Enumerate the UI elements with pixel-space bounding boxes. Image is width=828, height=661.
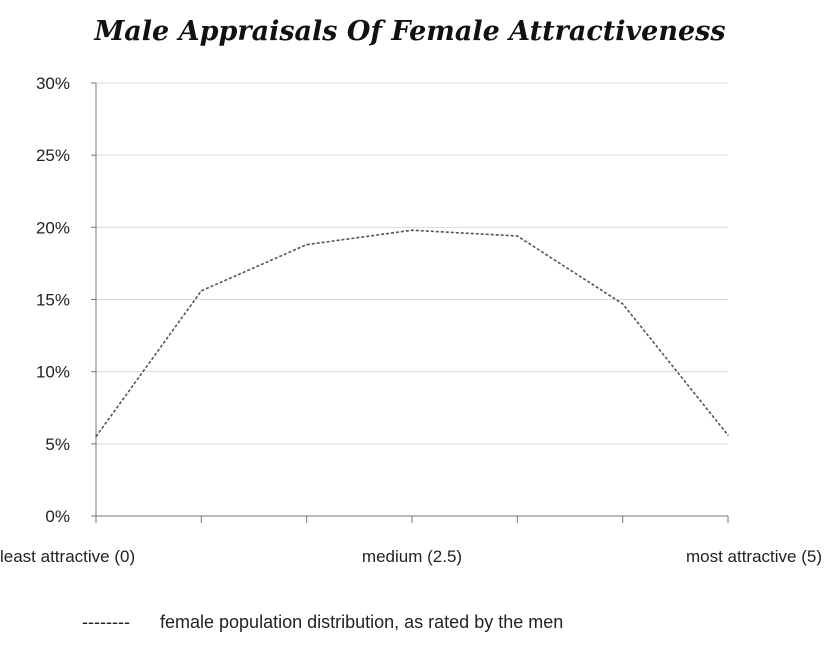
series-group [95, 229, 729, 438]
gridlines [91, 82, 728, 517]
x-category-label: most attractive (5) [686, 547, 822, 566]
legend-label: female population distribution, as rated… [160, 612, 563, 632]
series-line [95, 229, 729, 438]
data-point [621, 303, 624, 305]
data-point [95, 435, 97, 438]
y-tick-label: 0% [45, 507, 70, 526]
x-category-labels: least attractive (0) medium (2.5) most att… [0, 547, 822, 566]
legend-marker: -------- [82, 612, 130, 632]
y-tick-labels: 0% 5% 10% 15% 20% 25% 30% [36, 74, 70, 526]
y-tick-label: 25% [36, 146, 70, 165]
y-tick-label: 10% [36, 363, 70, 382]
x-ticks [95, 516, 729, 523]
data-point [727, 434, 729, 436]
x-category-label: medium (2.5) [362, 547, 462, 566]
data-point [516, 235, 519, 237]
y-tick-label: 5% [45, 435, 70, 454]
y-tick-label: 30% [36, 74, 70, 93]
data-point [305, 243, 308, 246]
data-point [411, 229, 413, 232]
chart-title: Male Appraisals Of Female Attractiveness [93, 16, 725, 47]
x-category-label: least attractive (0) [0, 547, 135, 566]
data-point [200, 290, 203, 292]
y-tick-label: 15% [36, 291, 70, 310]
y-tick-label: 20% [36, 218, 70, 237]
legend: -------- female population distribution,… [82, 612, 563, 632]
